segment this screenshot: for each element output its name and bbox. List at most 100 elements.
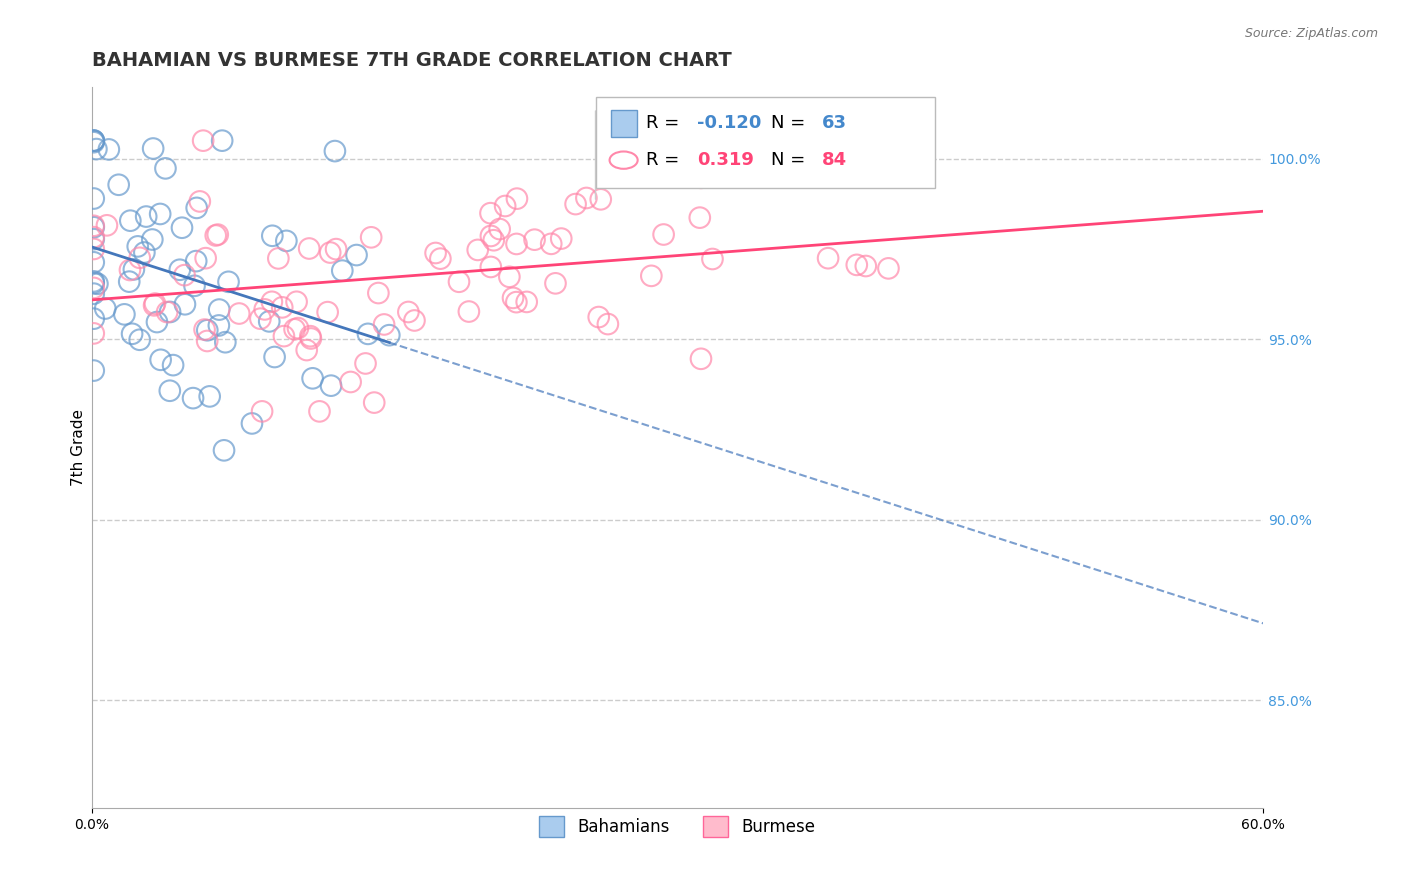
Point <box>396 305 419 319</box>
Point <box>183 278 205 293</box>
Point <box>83 286 105 301</box>
Point <box>498 269 520 284</box>
Point <box>83 281 105 295</box>
Point <box>83 219 105 233</box>
Point <box>877 261 900 276</box>
Point <box>83 230 105 244</box>
Point <box>162 358 184 372</box>
Point <box>83 134 105 148</box>
Point <box>330 263 353 277</box>
Point <box>267 252 290 266</box>
Point <box>218 275 240 289</box>
Point <box>640 268 662 283</box>
Point <box>299 329 322 343</box>
Point <box>295 343 318 357</box>
Point <box>502 291 524 305</box>
Point <box>83 134 105 148</box>
Point <box>135 210 157 224</box>
Point <box>323 144 346 158</box>
Point <box>120 213 142 227</box>
Point <box>83 134 105 148</box>
Point <box>195 323 218 337</box>
Point <box>204 228 226 243</box>
Point <box>652 227 675 242</box>
Text: 63: 63 <box>821 114 846 132</box>
Point <box>181 391 204 405</box>
Point <box>240 417 263 431</box>
Point <box>346 248 368 262</box>
Text: Source: ZipAtlas.com: Source: ZipAtlas.com <box>1244 27 1378 40</box>
Point <box>301 371 323 385</box>
Point <box>250 404 273 418</box>
Point <box>188 194 211 209</box>
Point <box>170 220 193 235</box>
Text: 84: 84 <box>821 151 846 169</box>
Point <box>128 251 150 265</box>
Point <box>689 211 711 225</box>
Point <box>373 318 395 332</box>
Point <box>505 295 527 310</box>
Point <box>97 143 120 157</box>
Point <box>149 352 172 367</box>
Point <box>143 296 166 310</box>
Point <box>83 135 105 149</box>
Point <box>285 294 308 309</box>
Point <box>494 199 516 213</box>
Point <box>354 356 377 370</box>
Point <box>325 242 347 256</box>
Point <box>564 197 586 211</box>
Y-axis label: 7th Grade: 7th Grade <box>72 409 86 486</box>
Point <box>588 310 610 324</box>
Point <box>257 314 280 328</box>
Point <box>479 229 502 244</box>
Legend: Bahamians, Burmese: Bahamians, Burmese <box>533 810 823 844</box>
Point <box>112 307 135 321</box>
Point <box>134 245 156 260</box>
Point <box>83 276 105 290</box>
Point <box>198 389 221 403</box>
Point <box>83 242 105 256</box>
Point <box>363 395 385 409</box>
Point <box>378 328 401 343</box>
Point <box>186 254 208 268</box>
Point <box>319 378 342 392</box>
Point <box>479 206 502 220</box>
Point <box>228 306 250 320</box>
Point <box>128 333 150 347</box>
Point <box>156 305 179 319</box>
Point <box>186 201 208 215</box>
Point <box>142 141 165 155</box>
Point <box>308 404 330 418</box>
Point <box>83 232 105 246</box>
Point <box>194 322 217 336</box>
Point <box>122 262 145 277</box>
Point <box>589 192 612 206</box>
Text: R =: R = <box>645 114 685 132</box>
Point <box>83 274 105 288</box>
Point <box>121 326 143 341</box>
Point <box>86 142 108 156</box>
Point <box>271 301 294 315</box>
Point <box>298 242 321 256</box>
Point <box>505 236 527 251</box>
Point <box>367 286 389 301</box>
Point <box>540 236 562 251</box>
Point <box>690 351 713 366</box>
Point <box>83 326 105 341</box>
Point <box>249 311 271 326</box>
Point <box>127 239 149 253</box>
Point <box>550 231 572 245</box>
Point <box>447 275 470 289</box>
Point <box>575 191 598 205</box>
Point <box>516 294 538 309</box>
Text: N =: N = <box>772 114 811 132</box>
Text: 0.319: 0.319 <box>697 151 754 169</box>
Point <box>263 350 285 364</box>
Point <box>211 134 233 148</box>
Point <box>155 161 177 176</box>
Point <box>523 233 546 247</box>
Point <box>214 335 236 350</box>
Point <box>690 170 713 185</box>
Point <box>506 192 529 206</box>
Point <box>83 220 105 235</box>
